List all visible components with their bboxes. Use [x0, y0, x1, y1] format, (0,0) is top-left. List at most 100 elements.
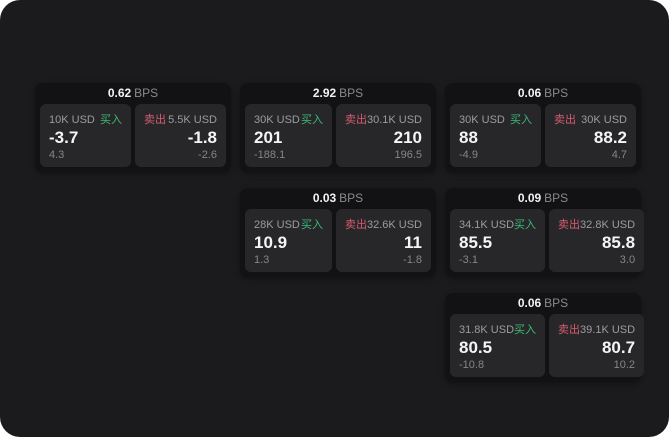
quote-card-grid: 0.62 BPS 10K USD 买入 -3.7 4.3 卖出 5.5K USD … [35, 83, 645, 382]
sell-delta: 3.0 [619, 254, 636, 266]
bps-value: 0.09 [517, 191, 542, 205]
sell-panel-top: 卖出 39.1K USD [558, 321, 635, 337]
buy-button[interactable]: 买入 [514, 324, 537, 336]
sell-price: 85.8 [601, 233, 636, 252]
buy-panel[interactable]: 10K USD 买入 -3.7 4.3 [40, 104, 131, 167]
bps-header: 0.03 BPS [245, 188, 431, 209]
buy-panel[interactable]: 28K USD 买入 10.9 1.3 [245, 209, 332, 272]
bps-header: 2.92 BPS [245, 83, 431, 104]
sell-amount: 30K USD [581, 114, 627, 126]
sell-amount: 5.5K USD [168, 114, 217, 126]
quote-card: 0.06 BPS 30K USD 买入 88 -4.9 卖出 30K USD 88… [445, 83, 641, 172]
sell-delta: 10.2 [613, 359, 636, 371]
buy-amount: 34.1K USD [459, 219, 515, 231]
buy-panel[interactable]: 31.8K USD 买入 80.5 -10.8 [450, 314, 546, 377]
buy-price: 88 [459, 128, 478, 147]
buy-amount: 30K USD [254, 114, 300, 126]
buy-panel[interactable]: 34.1K USD 买入 85.5 -3.1 [450, 209, 546, 272]
buy-panel-top: 34.1K USD 买入 [459, 216, 536, 232]
quote-card: 0.06 BPS 31.8K USD 买入 80.5 -10.8 卖出 39.1K… [445, 293, 645, 382]
quote-card: 0.09 BPS 34.1K USD 买入 85.5 -3.1 卖出 32.8K … [445, 188, 645, 277]
quote-card: 2.92 BPS 30K USD 买入 201 -188.1 卖出 30.1K U… [240, 83, 436, 172]
bps-unit: BPS [544, 191, 569, 205]
sell-price: 80.7 [601, 338, 636, 357]
sell-amount: 30.1K USD [366, 114, 422, 126]
sell-button[interactable]: 卖出 [344, 219, 367, 231]
bps-header: 0.62 BPS [40, 83, 226, 104]
bps-value: 0.62 [107, 86, 132, 100]
sell-amount: 32.8K USD [580, 219, 636, 231]
buy-panel-top: 28K USD 买入 [254, 216, 323, 232]
quote-panels: 34.1K USD 买入 85.5 -3.1 卖出 32.8K USD 85.8… [450, 209, 645, 272]
sell-delta: -2.6 [198, 149, 217, 161]
sell-price: 210 [393, 128, 422, 147]
sell-delta: -1.8 [403, 254, 422, 266]
bps-unit: BPS [544, 86, 569, 100]
buy-price: 10.9 [254, 233, 288, 252]
buy-button[interactable]: 买入 [300, 219, 323, 231]
bps-value: 0.03 [312, 191, 337, 205]
quote-panels: 31.8K USD 买入 80.5 -10.8 卖出 39.1K USD 80.… [450, 314, 645, 377]
quote-card: 0.03 BPS 28K USD 买入 10.9 1.3 卖出 32.6K USD… [240, 188, 436, 277]
sell-panel[interactable]: 卖出 32.8K USD 85.8 3.0 [549, 209, 645, 272]
buy-delta: 4.3 [49, 149, 65, 161]
buy-panel-top: 30K USD 买入 [254, 111, 323, 127]
sell-button[interactable]: 卖出 [144, 114, 166, 126]
buy-delta: -10.8 [459, 359, 485, 371]
buy-price: 85.5 [459, 233, 493, 252]
sell-panel[interactable]: 卖出 30K USD 88.2 4.7 [545, 104, 636, 167]
buy-amount: 30K USD [459, 114, 505, 126]
buy-amount: 10K USD [49, 114, 95, 126]
buy-button[interactable]: 买入 [100, 114, 122, 126]
bps-value: 0.06 [517, 296, 542, 310]
sell-button[interactable]: 卖出 [558, 219, 581, 231]
buy-delta: -188.1 [254, 149, 286, 161]
sell-panel[interactable]: 卖出 5.5K USD -1.8 -2.6 [135, 104, 226, 167]
quote-panels: 30K USD 买入 88 -4.9 卖出 30K USD 88.2 4.7 [450, 104, 636, 167]
sell-panel-top: 卖出 32.6K USD [345, 216, 422, 232]
buy-button[interactable]: 买入 [300, 114, 323, 126]
sell-panel-top: 卖出 30K USD [554, 111, 627, 127]
sell-amount: 39.1K USD [580, 324, 636, 336]
sell-panel-top: 卖出 32.8K USD [558, 216, 635, 232]
sell-button[interactable]: 卖出 [554, 114, 576, 126]
buy-button[interactable]: 买入 [510, 114, 532, 126]
quote-card: 0.62 BPS 10K USD 买入 -3.7 4.3 卖出 5.5K USD … [35, 83, 231, 172]
sell-panel[interactable]: 卖出 30.1K USD 210 196.5 [335, 104, 431, 167]
sell-price: 11 [404, 233, 422, 252]
buy-delta: 1.3 [254, 254, 270, 266]
sell-button[interactable]: 卖出 [558, 324, 581, 336]
buy-panel[interactable]: 30K USD 买入 88 -4.9 [450, 104, 541, 167]
buy-amount: 31.8K USD [459, 324, 515, 336]
buy-price: -3.7 [49, 128, 79, 147]
bps-unit: BPS [134, 86, 159, 100]
buy-button[interactable]: 买入 [514, 219, 537, 231]
buy-price: 201 [254, 128, 283, 147]
buy-delta: -4.9 [459, 149, 478, 161]
buy-panel-top: 30K USD 买入 [459, 111, 532, 127]
bps-unit: BPS [544, 296, 569, 310]
quote-panels: 28K USD 买入 10.9 1.3 卖出 32.6K USD 11 -1.8 [245, 209, 431, 272]
buy-panel[interactable]: 30K USD 买入 201 -188.1 [245, 104, 332, 167]
buy-price: 80.5 [459, 338, 493, 357]
sell-panel-top: 卖出 30.1K USD [345, 111, 422, 127]
sell-panel-top: 卖出 5.5K USD [144, 111, 217, 127]
sell-panel[interactable]: 卖出 39.1K USD 80.7 10.2 [549, 314, 645, 377]
buy-panel-top: 10K USD 买入 [49, 111, 122, 127]
buy-delta: -3.1 [459, 254, 478, 266]
quote-panels: 10K USD 买入 -3.7 4.3 卖出 5.5K USD -1.8 -2.… [40, 104, 226, 167]
sell-delta: 196.5 [394, 149, 422, 161]
sell-amount: 32.6K USD [366, 219, 422, 231]
bps-header: 0.09 BPS [450, 188, 636, 209]
sell-button[interactable]: 卖出 [344, 114, 367, 126]
quote-panels: 30K USD 买入 201 -188.1 卖出 30.1K USD 210 1… [245, 104, 431, 167]
sell-price: -1.8 [187, 128, 217, 147]
bps-header: 0.06 BPS [450, 293, 636, 314]
bps-unit: BPS [339, 191, 364, 205]
bps-unit: BPS [339, 86, 364, 100]
bps-value: 0.06 [517, 86, 542, 100]
buy-amount: 28K USD [254, 219, 300, 231]
bps-value: 2.92 [312, 86, 337, 100]
sell-panel[interactable]: 卖出 32.6K USD 11 -1.8 [335, 209, 431, 272]
